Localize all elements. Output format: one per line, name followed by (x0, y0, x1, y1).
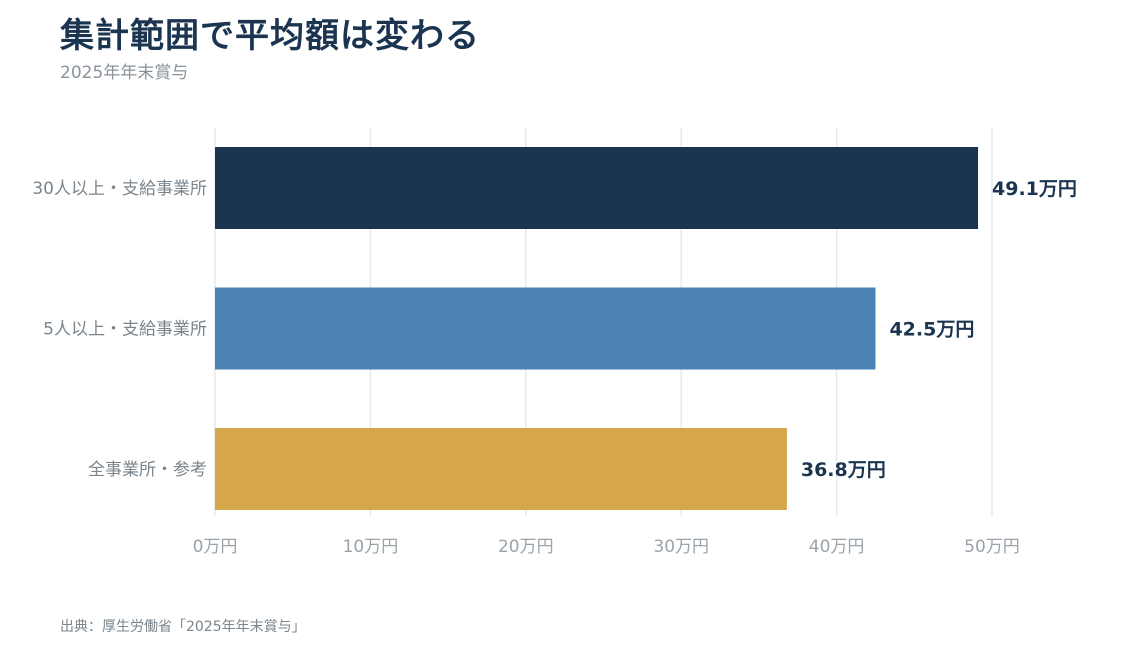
chart-subtitle: 2025年年末賞与 (60, 63, 189, 83)
x-tick-label: 0万円 (193, 537, 238, 557)
value-label: 49.1万円 (992, 178, 1077, 200)
x-tick-label: 30万円 (653, 537, 709, 557)
bars (215, 147, 979, 510)
category-label: 30人以上・支給事業所 (32, 179, 207, 199)
bar (215, 287, 876, 370)
category-label: 5人以上・支給事業所 (43, 320, 207, 340)
x-tick-label: 20万円 (498, 537, 554, 557)
x-tick-label: 40万円 (809, 537, 865, 557)
x-tick-label: 50万円 (964, 537, 1020, 557)
value-label: 42.5万円 (889, 319, 974, 341)
bar (215, 147, 979, 229)
x-tick-label: 10万円 (343, 537, 399, 557)
value-label: 36.8万円 (801, 459, 886, 481)
source-note: 出典：厚生労働省「2025年年末賞与」 (60, 619, 306, 635)
bar (215, 428, 787, 510)
labels: 0万円 10万円 20万円 30万円 40万円 50万円 30人以上・支給事業所 49.1万円… (32, 178, 1077, 557)
bar-chart: 0万円 10万円 20万円 30万円 40万円 50万円 30人以上・支給事業所 49.1万円… (32, 128, 1077, 557)
category-label: 全事業所・参考 (88, 460, 207, 480)
chart-title: 集計範囲で平均額は変わる (60, 16, 480, 56)
